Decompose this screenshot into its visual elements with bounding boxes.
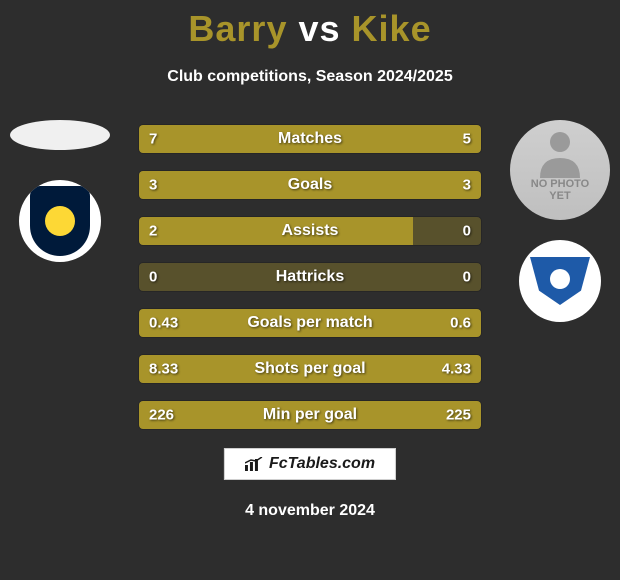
stat-row: Min per goal226 225 xyxy=(138,400,482,430)
stat-value-left: 8.33 xyxy=(149,361,178,378)
stat-value-left: 3 xyxy=(149,177,157,194)
watermark-text: FcTables.com xyxy=(269,455,375,473)
player1-avatar xyxy=(10,120,110,150)
stat-value-left: 226 xyxy=(149,407,174,424)
stat-value-right: 3 xyxy=(463,177,471,194)
club-left-crest xyxy=(19,180,101,262)
no-photo-line1: NO PHOTO xyxy=(531,178,589,190)
stat-label: Shots per goal xyxy=(139,360,481,378)
stat-value-left: 7 xyxy=(149,131,157,148)
stat-row: Assists2 0 xyxy=(138,216,482,246)
left-column xyxy=(10,120,110,282)
stat-label: Assists xyxy=(139,222,481,240)
title-vs: vs xyxy=(298,8,340,49)
stat-row: Hattricks0 0 xyxy=(138,262,482,292)
page-title: Barry vs Kike xyxy=(0,0,620,50)
stat-label: Matches xyxy=(139,130,481,148)
club-right-crest xyxy=(519,240,601,322)
stat-value-right: 0 xyxy=(463,223,471,240)
date-label: 4 november 2024 xyxy=(0,502,620,520)
stat-value-left: 0 xyxy=(149,269,157,286)
stat-value-right: 4.33 xyxy=(442,361,471,378)
stat-value-right: 0.6 xyxy=(450,315,471,332)
right-column: NO PHOTO YET xyxy=(510,120,610,342)
stat-value-right: 225 xyxy=(446,407,471,424)
stats-container: Matches75Goals33Assists20Hattricks00Goal… xyxy=(138,124,482,446)
title-player2: Kike xyxy=(352,8,432,49)
stat-row: Shots per goal8.33 4.33 xyxy=(138,354,482,384)
stat-label: Goals per match xyxy=(139,314,481,332)
stat-value-left: 2 xyxy=(149,223,157,240)
stat-value-right: 0 xyxy=(463,269,471,286)
stat-row: Matches7 5 xyxy=(138,124,482,154)
person-silhouette-icon xyxy=(530,128,590,178)
stat-row: Goals3 3 xyxy=(138,170,482,200)
stat-value-left: 0.43 xyxy=(149,315,178,332)
title-player1: Barry xyxy=(188,8,287,49)
watermark: FcTables.com xyxy=(224,448,396,480)
stat-label: Min per goal xyxy=(139,406,481,424)
stat-row: Goals per match0.43 0.6 xyxy=(138,308,482,338)
stat-value-right: 5 xyxy=(463,131,471,148)
stat-label: Goals xyxy=(139,176,481,194)
no-photo-line2: YET xyxy=(549,190,570,202)
watermark-chart-icon xyxy=(245,457,263,471)
subtitle: Club competitions, Season 2024/2025 xyxy=(0,68,620,86)
player2-avatar-placeholder: NO PHOTO YET xyxy=(510,120,610,220)
stat-label: Hattricks xyxy=(139,268,481,286)
